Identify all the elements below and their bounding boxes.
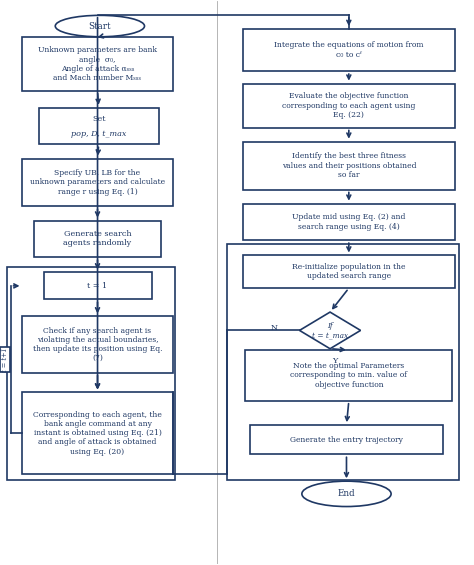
Text: Identify the best three fitness
values and their positions obtained
so far: Identify the best three fitness values a… [282, 153, 416, 179]
Text: Specify UB, LB for the
unknown parameters and calculate
range r using Eq. (1): Specify UB, LB for the unknown parameter… [30, 170, 165, 195]
Text: t = 1: t = 1 [88, 282, 108, 290]
Text: Integrate the equations of motion from
c₀ to cᶠ: Integrate the equations of motion from c… [274, 41, 424, 59]
Text: Y: Y [332, 357, 337, 365]
Text: If
t = t_max: If t = t_max [312, 322, 348, 339]
Text: Update mid using Eq. (2) and
search range using Eq. (4): Update mid using Eq. (2) and search rang… [292, 214, 406, 231]
FancyBboxPatch shape [22, 393, 173, 474]
FancyBboxPatch shape [39, 108, 159, 145]
Text: Unknown parameters are bank
angle  σ₀,
Angle of attack αₛₛₛ
and Mach number Mₛₛₛ: Unknown parameters are bank angle σ₀, An… [38, 46, 157, 82]
Text: Corresponding to each agent, the
bank angle command at any
instant is obtained u: Corresponding to each agent, the bank an… [33, 411, 162, 455]
FancyBboxPatch shape [22, 316, 173, 373]
Text: End: End [337, 489, 356, 498]
FancyBboxPatch shape [243, 255, 455, 288]
Ellipse shape [302, 481, 391, 507]
FancyBboxPatch shape [250, 425, 443, 454]
Text: Evaluate the objective function
corresponding to each agent using
Eq. (22): Evaluate the objective function correspo… [282, 92, 416, 119]
FancyBboxPatch shape [22, 159, 173, 206]
FancyBboxPatch shape [243, 29, 455, 71]
FancyBboxPatch shape [44, 272, 152, 299]
Text: Set: Set [92, 115, 105, 123]
Text: Check if any search agent is
violating the actual boundaries,
then update its po: Check if any search agent is violating t… [33, 327, 162, 362]
Text: t = t+1: t = t+1 [1, 347, 9, 372]
Polygon shape [300, 312, 361, 349]
Text: Note the optimal Parameters
corresponding to min. value of
objective function: Note the optimal Parameters correspondin… [291, 362, 407, 389]
Text: pop, D, t_max: pop, D, t_max [71, 130, 127, 138]
Text: Re-initialize population in the
updated search range: Re-initialize population in the updated … [292, 263, 406, 280]
FancyBboxPatch shape [34, 220, 161, 257]
Text: N: N [270, 324, 277, 332]
Ellipse shape [55, 15, 145, 37]
FancyBboxPatch shape [243, 142, 455, 189]
Text: Generate search
agents randomly: Generate search agents randomly [64, 230, 132, 247]
FancyBboxPatch shape [243, 203, 455, 240]
Text: Start: Start [89, 21, 111, 31]
FancyBboxPatch shape [22, 37, 173, 91]
Text: Generate the entry trajectory: Generate the entry trajectory [290, 436, 403, 444]
FancyBboxPatch shape [243, 84, 455, 128]
FancyBboxPatch shape [246, 350, 452, 401]
